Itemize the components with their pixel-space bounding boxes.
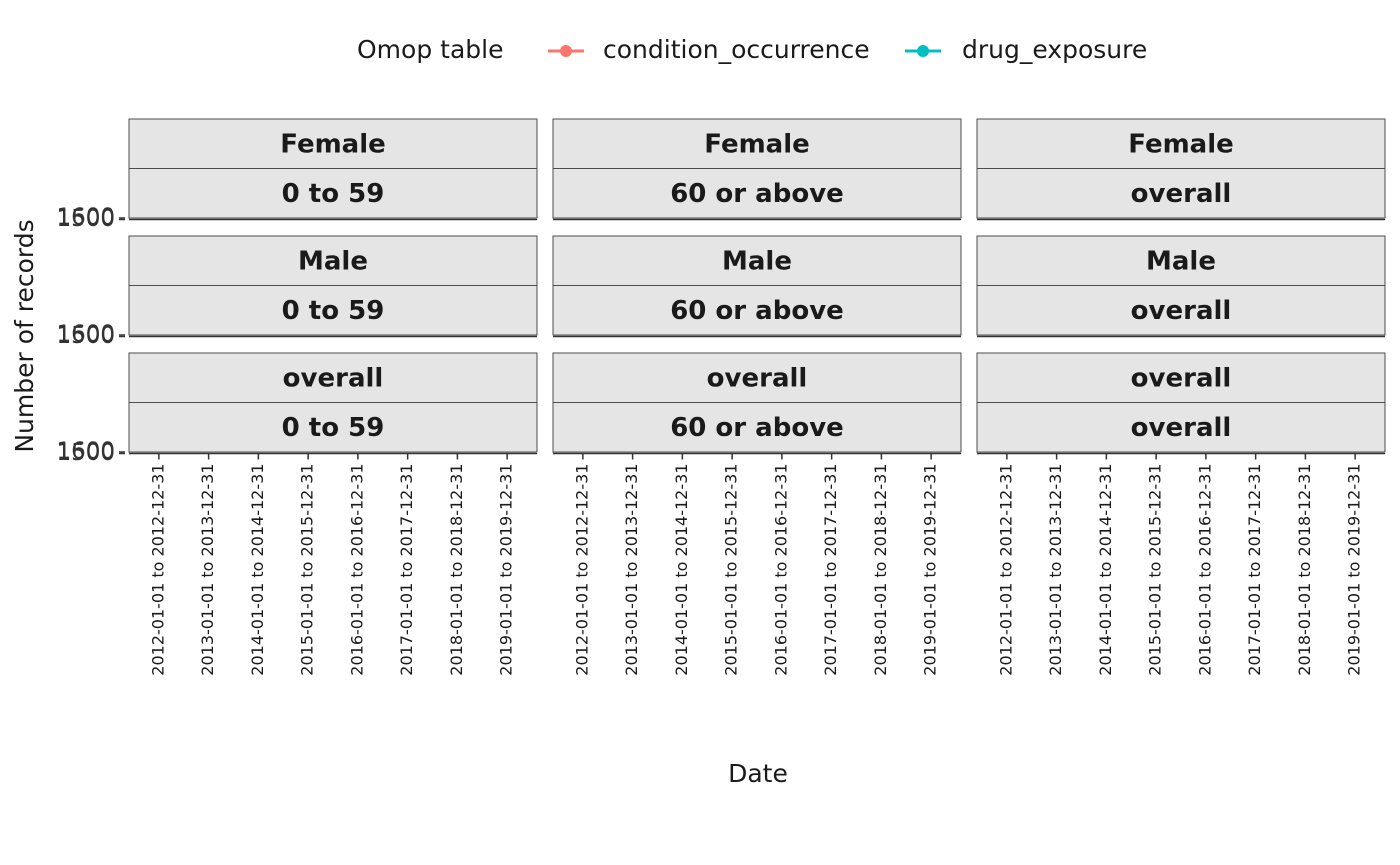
strip-label: overall — [1131, 296, 1232, 326]
x-tick-label: 2018-01-01 to 2018-12-31 — [871, 464, 890, 676]
strip — [552, 352, 962, 403]
strip — [552, 168, 962, 219]
strip — [128, 285, 538, 336]
strip-label: overall — [1131, 363, 1232, 393]
legend-point — [917, 45, 929, 57]
strip-label: Male — [298, 246, 368, 276]
strip — [976, 352, 1386, 403]
strip — [552, 118, 962, 169]
strip-label: overall — [1131, 413, 1232, 443]
strip-label: Male — [722, 246, 792, 276]
strip — [552, 402, 962, 453]
strip — [976, 402, 1386, 453]
strip — [976, 168, 1386, 219]
strip — [552, 235, 962, 286]
strip-label: Female — [280, 129, 386, 159]
x-tick-label: 2014-01-01 to 2014-12-31 — [672, 464, 691, 676]
x-tick-label: 2014-01-01 to 2014-12-31 — [1096, 464, 1115, 676]
x-tick-label: 2013-01-01 to 2013-12-31 — [1046, 464, 1065, 676]
strip-label: 60 or above — [670, 413, 844, 443]
strip-label: 60 or above — [670, 296, 844, 326]
strip-label: Female — [1128, 129, 1234, 159]
x-tick-label: 2013-01-01 to 2013-12-31 — [198, 464, 217, 676]
legend-label: drug_exposure — [962, 35, 1147, 64]
y-tick-label: 1500 — [56, 323, 115, 349]
x-tick-label: 2013-01-01 to 2013-12-31 — [622, 464, 641, 676]
x-tick-label: 2016-01-01 to 2016-12-31 — [347, 464, 366, 676]
strip-label: Female — [704, 129, 810, 159]
x-tick-label: 2015-01-01 to 2015-12-31 — [1146, 464, 1165, 676]
strip — [552, 285, 962, 336]
x-tick-label: 2012-01-01 to 2012-12-31 — [148, 464, 167, 676]
y-tick-label: 1600 — [56, 439, 115, 465]
x-tick-label: 2015-01-01 to 2015-12-31 — [722, 464, 741, 676]
strip — [128, 352, 538, 403]
x-tick-label: 2017-01-01 to 2017-12-31 — [1245, 464, 1264, 676]
strip-label: 0 to 59 — [282, 413, 385, 443]
strip-label: overall — [707, 363, 808, 393]
legend-title: Omop table — [357, 35, 503, 64]
strip — [128, 168, 538, 219]
x-tick-label: 2019-01-01 to 2019-12-31 — [921, 464, 940, 676]
strip-label: Male — [1146, 246, 1216, 276]
x-axis-title: Date — [728, 759, 788, 788]
y-tick-label: 1600 — [56, 322, 115, 348]
legend-point — [560, 45, 572, 57]
strip-label: 0 to 59 — [282, 179, 385, 209]
strip — [128, 402, 538, 453]
strip — [128, 235, 538, 286]
y-tick-label: 1600 — [56, 205, 115, 231]
x-tick-label: 2018-01-01 to 2018-12-31 — [447, 464, 466, 676]
y-axis-title: Number of records — [10, 219, 39, 452]
x-tick-label: 2014-01-01 to 2014-12-31 — [248, 464, 267, 676]
strip-label: 60 or above — [670, 179, 844, 209]
x-tick-label: 2019-01-01 to 2019-12-31 — [497, 464, 516, 676]
strip — [976, 235, 1386, 286]
y-tick-label: 1500 — [56, 206, 115, 232]
strip-label: overall — [283, 363, 384, 393]
x-tick-label: 2017-01-01 to 2017-12-31 — [397, 464, 416, 676]
x-tick-label: 2012-01-01 to 2012-12-31 — [996, 464, 1015, 676]
strip-label: overall — [1131, 179, 1232, 209]
x-tick-label: 2015-01-01 to 2015-12-31 — [298, 464, 317, 676]
y-tick-label: 1500 — [56, 440, 115, 466]
x-tick-label: 2012-01-01 to 2012-12-31 — [572, 464, 591, 676]
x-tick-label: 2016-01-01 to 2016-12-31 — [1195, 464, 1214, 676]
x-tick-label: 2017-01-01 to 2017-12-31 — [821, 464, 840, 676]
x-tick-label: 2016-01-01 to 2016-12-31 — [771, 464, 790, 676]
strip — [976, 285, 1386, 336]
x-tick-label: 2019-01-01 to 2019-12-31 — [1345, 464, 1364, 676]
legend-label: condition_occurrence — [603, 35, 870, 64]
strip-label: 0 to 59 — [282, 296, 385, 326]
x-tick-label: 2018-01-01 to 2018-12-31 — [1295, 464, 1314, 676]
